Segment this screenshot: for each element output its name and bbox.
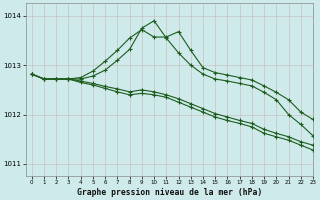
X-axis label: Graphe pression niveau de la mer (hPa): Graphe pression niveau de la mer (hPa) bbox=[77, 188, 262, 197]
